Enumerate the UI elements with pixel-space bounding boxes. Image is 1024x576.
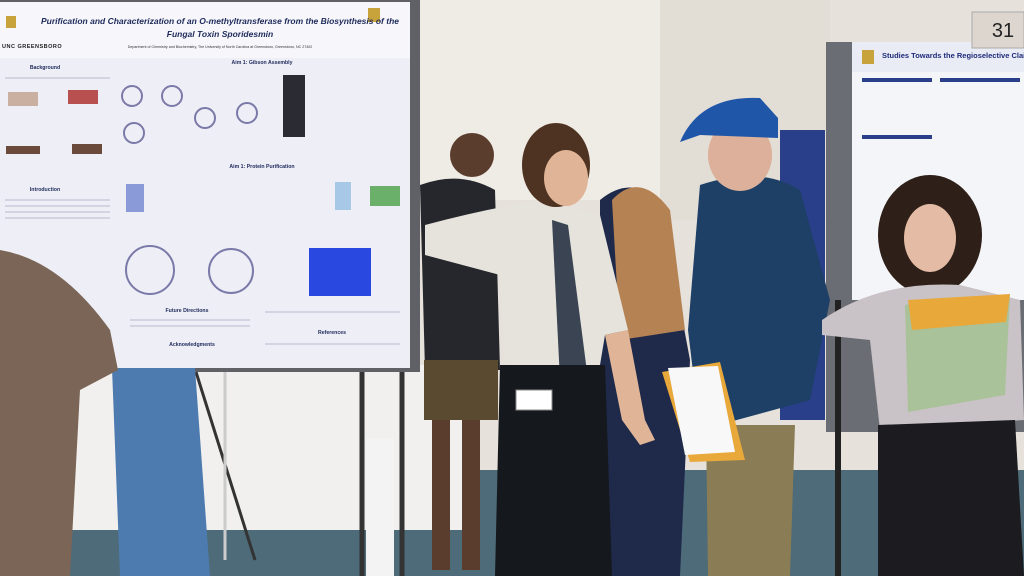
papers [668,366,735,455]
person-hair [612,187,685,340]
person-jeans [112,368,210,576]
section-heading: Aim 1: Gibson Assembly [232,60,293,66]
poster-title: Fungal Toxin Sporidesmin [167,29,273,39]
section-bar [862,135,932,139]
section-heading: References [318,330,346,336]
person-foreground [0,250,118,576]
logo [862,50,874,64]
result-image [309,248,371,296]
plasmid-diagrams [121,85,258,295]
person-shorts [424,360,498,420]
folder [908,294,1010,330]
section-heading: Background [30,65,60,71]
booth-sign [971,11,1024,49]
poster-affiliation: Department of Chemistry and Biochemistry… [128,45,312,49]
text-lines [5,77,400,345]
figure-icons [6,90,400,212]
person-leg [432,420,450,570]
section-heading: Introduction [30,187,60,193]
student-arm [605,330,655,445]
logo [6,16,16,28]
section-heading: Aim 1: Protein Purification [229,164,294,170]
booth-number: 31 [992,20,1014,42]
man-jacket [688,176,830,430]
student-pants [495,365,612,576]
section-heading: Acknowledgments [169,342,215,348]
woman-face [904,204,956,272]
woman-skirt [878,420,1024,576]
poster-title: Studies Towards the Regioselective Clais… [882,51,1024,60]
person-background [420,178,500,370]
man-pants [706,425,795,576]
poster-header [0,2,410,58]
section-heading: Future Directions [166,308,209,314]
institution: UNC GREENSBORO [2,44,62,50]
section-bar [940,78,1020,82]
logo [368,8,380,22]
student-face [544,150,588,206]
easel [194,371,405,576]
poster-tube [366,438,394,576]
section-bar [862,78,932,82]
man-cap [680,97,778,142]
person-head [450,133,494,177]
poster-title: Purification and Characterization of an … [41,16,399,26]
person-leg [462,420,480,570]
name-badge [515,389,553,411]
student-tie [552,220,590,400]
gel-image [283,75,305,137]
